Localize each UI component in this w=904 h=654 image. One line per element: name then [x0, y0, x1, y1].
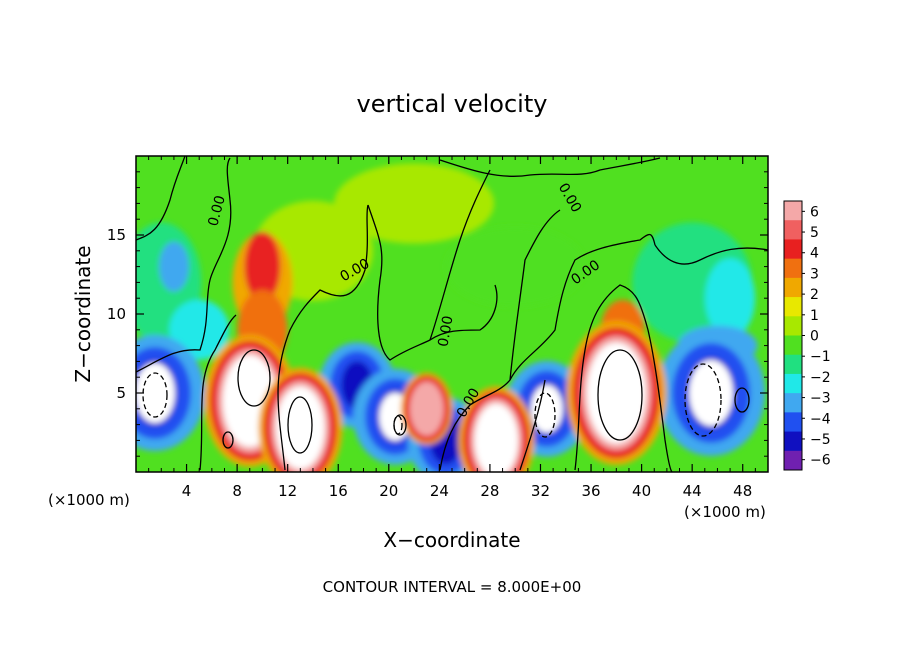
colorbar-label: −6	[810, 453, 831, 469]
colorbar-label: −1	[810, 349, 831, 365]
x-unit-label-right: (×1000 m)	[684, 503, 766, 521]
zero-contour-5	[439, 233, 656, 471]
zero-contour-lines	[136, 156, 768, 472]
field-blob	[169, 299, 230, 360]
x-tick-label: 24	[430, 482, 449, 500]
colorbar-swatch	[784, 316, 802, 336]
closed-contour-5	[734, 387, 750, 413]
closed-contour-0	[237, 349, 271, 407]
colorbar-swatch	[784, 393, 802, 413]
colorbar-label: −2	[810, 370, 831, 386]
zero-contour-8	[574, 284, 673, 472]
plume	[244, 231, 281, 302]
contour-label: 0.00	[435, 315, 456, 348]
colorbar-label: 5	[810, 225, 819, 241]
x-tick-label: 16	[329, 482, 348, 500]
chart-title: vertical velocity	[357, 90, 548, 118]
zero-contour-3	[367, 169, 491, 361]
colorbar-swatch	[784, 450, 802, 471]
y-tick-label: 15	[107, 226, 126, 244]
x-tick-label: 8	[232, 482, 242, 500]
dashed-contour-1	[534, 392, 556, 438]
x-tick-label: 36	[581, 482, 600, 500]
dashed-contour-3	[393, 415, 403, 435]
colorbar: 6 5 4 3 2 1 0 −1 −2 −3 −4 −5 −6	[783, 200, 831, 471]
colorbar-swatch	[784, 335, 802, 356]
zero-contour-11	[439, 157, 661, 177]
x-tick-label: 44	[683, 482, 702, 500]
x-tick-label: 12	[278, 482, 297, 500]
colorbar-label: −4	[810, 411, 831, 427]
x-tick-label: 48	[733, 482, 752, 500]
closed-contour-2	[597, 349, 643, 441]
downdraft-peak	[530, 384, 563, 433]
x-axis: 4 8 12 16 20 24 28 32 36 40 44 48	[148, 156, 756, 500]
footer-note: CONTOUR INTERVAL = 8.000E+00	[323, 578, 582, 596]
x-tick-label: 4	[182, 482, 192, 500]
y-tick-label: 10	[107, 305, 126, 323]
x-axis-label: X−coordinate	[383, 528, 520, 552]
dashed-contour-0	[142, 372, 168, 418]
colorbar-swatch	[784, 277, 802, 298]
colorbar-label: 2	[810, 287, 819, 303]
colorbar-label: 4	[810, 246, 819, 262]
x-unit-label-left: (×1000 m)	[48, 491, 130, 509]
colorbar-swatch	[784, 354, 802, 375]
x-tick-label: 20	[379, 482, 398, 500]
zero-contour-1	[199, 314, 237, 471]
colorbar-swatch	[784, 258, 802, 279]
x-tick-label: 32	[531, 482, 550, 500]
colorbar-label: −5	[810, 432, 831, 448]
updraft-core	[474, 403, 518, 472]
y-axis: 5 10 15	[107, 171, 768, 457]
dashed-contour-2	[684, 363, 722, 437]
field-blob	[334, 163, 495, 244]
y-tick-label: 5	[116, 384, 126, 402]
closed-contour-1	[287, 396, 313, 454]
zero-contour-6	[509, 209, 561, 381]
zero-contour-7	[519, 379, 546, 471]
zero-contour-0	[136, 157, 232, 373]
plot-area	[136, 156, 768, 472]
closed-contour-3	[222, 431, 234, 449]
zero-contour-2	[277, 204, 369, 471]
colorbar-label: 0	[810, 329, 819, 345]
updraft-core	[586, 342, 646, 444]
x-tick-label: 40	[632, 482, 651, 500]
zero-contour-10	[136, 156, 186, 241]
colorbar-swatch	[784, 239, 802, 260]
velocity-field	[136, 163, 766, 472]
contour-label: 0.00	[205, 194, 229, 228]
colorbar-swatch	[784, 201, 802, 221]
field-blob	[445, 226, 586, 307]
colorbar-swatch	[784, 431, 802, 452]
colorbar-label: 1	[810, 308, 819, 324]
colorbar-label: −3	[810, 391, 831, 407]
colorbar-label: 6	[810, 204, 819, 220]
updraft-edge	[409, 381, 444, 436]
zero-contour-4	[429, 284, 498, 341]
colorbar-swatch	[784, 297, 802, 317]
colorbar-label: 3	[810, 266, 819, 282]
field-blob	[158, 241, 189, 292]
y-axis-label: Z−coordinate	[71, 245, 95, 382]
field-blob	[705, 258, 756, 339]
colorbar-swatch	[784, 412, 802, 433]
zero-contour-9	[654, 244, 768, 265]
updraft-core	[276, 386, 325, 469]
downdraft-peak	[689, 360, 734, 426]
x-tick-label: 28	[480, 482, 499, 500]
colorbar-swatch	[784, 373, 802, 394]
colorbar-swatch	[784, 220, 802, 240]
